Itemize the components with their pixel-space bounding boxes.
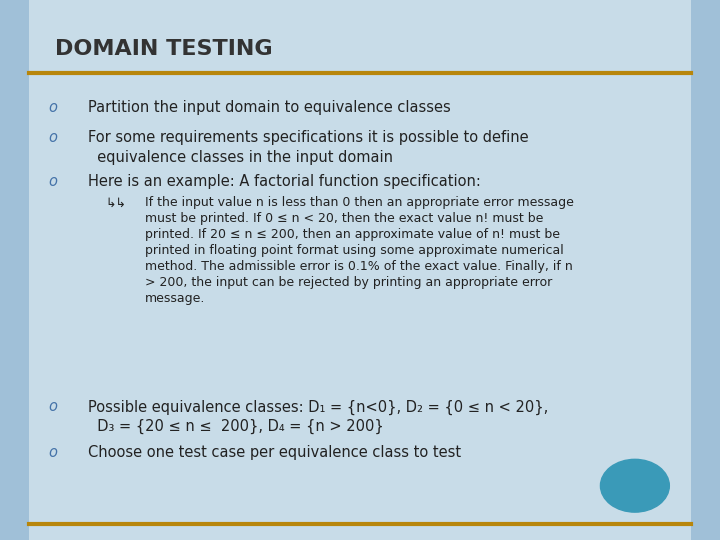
Text: o: o [49,100,58,115]
Text: Possible equivalence classes: D₁ = {n<0}, D₂ = {0 ≤ n < 20},
  D₃ = {20 ≤ n ≤  2: Possible equivalence classes: D₁ = {n<0}… [89,400,549,434]
Text: ↳↳: ↳↳ [105,197,126,210]
Circle shape [600,460,670,512]
Text: If the input value n is less than 0 then an appropriate error message
must be pr: If the input value n is less than 0 then… [145,197,574,306]
Text: For some requirements specifications it is possible to define
  equivalence clas: For some requirements specifications it … [89,131,529,165]
Text: o: o [49,131,58,145]
Text: Choose one test case per equivalence class to test: Choose one test case per equivalence cla… [89,445,462,460]
Text: o: o [49,445,58,460]
Text: DOMAIN TESTING: DOMAIN TESTING [55,39,273,59]
Text: o: o [49,173,58,188]
Text: o: o [49,400,58,414]
Text: Here is an example: A factorial function specification:: Here is an example: A factorial function… [89,173,481,188]
Text: Partition the input domain to equivalence classes: Partition the input domain to equivalenc… [89,100,451,115]
